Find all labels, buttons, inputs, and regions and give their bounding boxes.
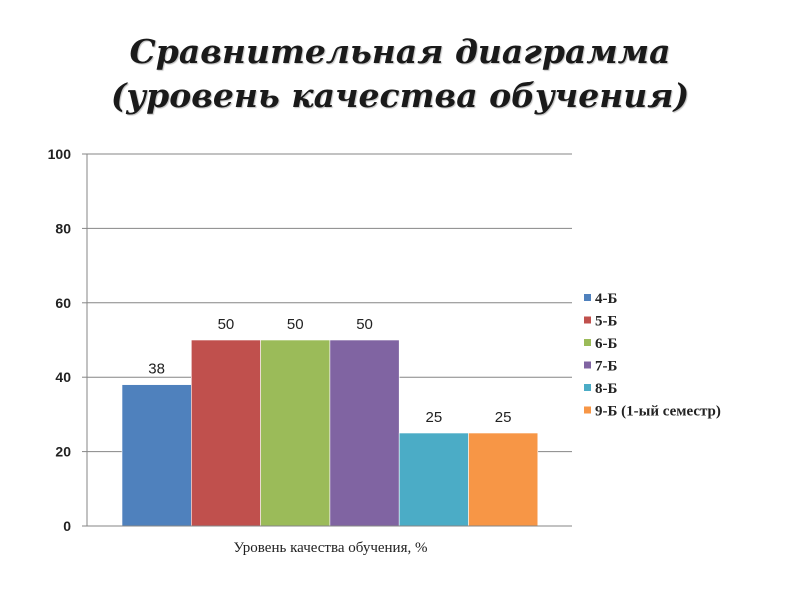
bar-1 <box>121 384 192 527</box>
data-label-6: 25 <box>495 409 512 426</box>
data-label-5: 25 <box>426 409 443 426</box>
legend-label-3: 6-Б <box>595 336 617 352</box>
legend-swatch-2 <box>584 316 591 324</box>
legend-swatch-3 <box>584 339 591 346</box>
data-labels: 38 50 50 50 25 25 <box>148 316 511 426</box>
axes: 0 20 40 60 80 100 Уровень качества обучения, % <box>48 146 572 556</box>
y-tick-label: 0 <box>63 518 71 534</box>
legend-label-4: 7-Б <box>595 359 617 375</box>
y-tick-label: 40 <box>55 369 71 385</box>
title-line-1: Сравнительная диаграмма <box>129 32 671 71</box>
legend-swatch-6 <box>584 406 591 414</box>
legend-label-5: 8-Б <box>595 381 617 397</box>
y-tick-label: 60 <box>55 295 71 311</box>
y-tick-label: 80 <box>55 220 71 236</box>
legend-label-1: 4-Б <box>595 291 617 307</box>
data-label-4: 50 <box>356 316 373 333</box>
legend-label-6: 9-Б (1-ый семестр) <box>595 404 721 420</box>
bars <box>121 339 539 527</box>
bar-2 <box>191 339 261 527</box>
title-line-2: (уровень качества обучения) <box>110 76 690 115</box>
data-label-2: 50 <box>218 316 235 333</box>
legend-label-2: 5-Б <box>595 314 617 330</box>
legend-swatch-5 <box>584 384 591 391</box>
data-label-3: 50 <box>287 316 304 333</box>
chart-title: Сравнительная диаграмма (уровень качеств… <box>0 30 800 118</box>
legend-swatch-4 <box>584 361 591 369</box>
bar-4 <box>329 339 400 527</box>
x-axis-label: Уровень качества обучения, % <box>234 540 428 556</box>
bar-3 <box>260 339 331 527</box>
legend-swatch-1 <box>584 294 591 301</box>
data-label-1: 38 <box>148 361 165 378</box>
legend: 4-Б 5-Б 6-Б 7-Б 8-Б 9-Б (1-ый семестр) <box>584 291 721 420</box>
y-tick-label: 100 <box>48 146 72 162</box>
bar-5 <box>398 432 469 527</box>
y-tick-label: 20 <box>55 444 71 460</box>
bar-6 <box>468 432 539 527</box>
